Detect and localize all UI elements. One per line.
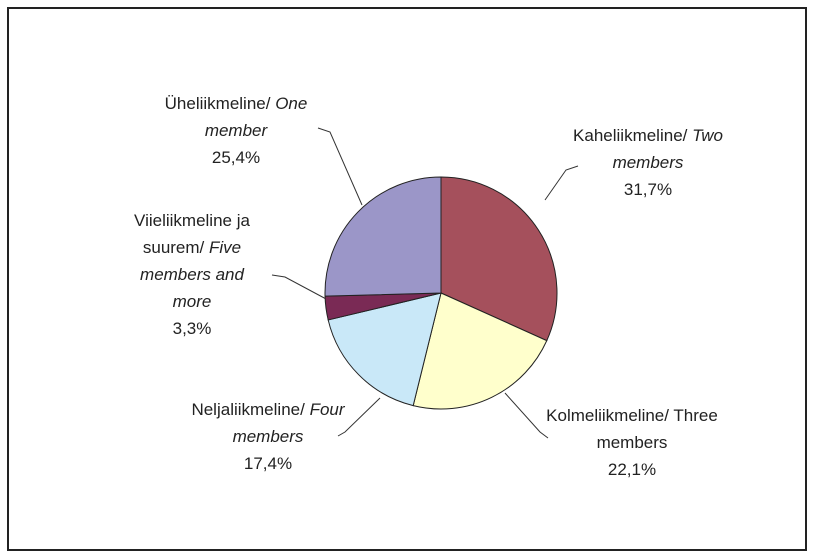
label-et: Viieliikmeline ja suurem/	[134, 211, 250, 257]
leader-line	[544, 165, 579, 201]
label-en: Four members	[232, 400, 345, 446]
value-label: 25,4%	[211, 148, 261, 167]
leader-line	[317, 127, 363, 206]
slice-label: Kaheliikmeline/ Two members 31,7%	[563, 122, 733, 203]
value-label: 22,1%	[607, 460, 657, 479]
value-label: 17,4%	[243, 454, 293, 473]
label-en: Three members	[596, 406, 718, 452]
value-label: 3,3%	[172, 319, 212, 338]
leader-lines	[271, 127, 579, 439]
leader-line	[337, 397, 381, 437]
label-et: Kaheliikmeline/	[573, 126, 688, 145]
pie-slice	[440, 176, 558, 342]
label-et: Üheliikmeline/	[164, 94, 271, 113]
slice-label: Üheliikmeline/ One member 25,4%	[151, 90, 321, 171]
label-et: Neljaliikmeline/	[191, 400, 305, 419]
label-et: Kolmeliikmeline/	[546, 406, 669, 425]
pie-slice	[412, 292, 548, 410]
slice-label: Kolmeliikmeline/ Three members 22,1%	[542, 402, 722, 483]
leader-line	[504, 392, 549, 439]
slice-label: Viieliikmeline ja suurem/ Five members a…	[125, 207, 260, 342]
label-en: Two members	[612, 126, 723, 172]
label-en: One member	[204, 94, 308, 140]
pie-slice	[327, 292, 442, 407]
pie-slice	[324, 176, 442, 297]
leader-line	[271, 274, 329, 301]
label-en: Five members and more	[140, 238, 244, 311]
slice-label: Neljaliikmeline/ Four members 17,4%	[178, 396, 358, 477]
value-label: 31,7%	[623, 180, 673, 199]
